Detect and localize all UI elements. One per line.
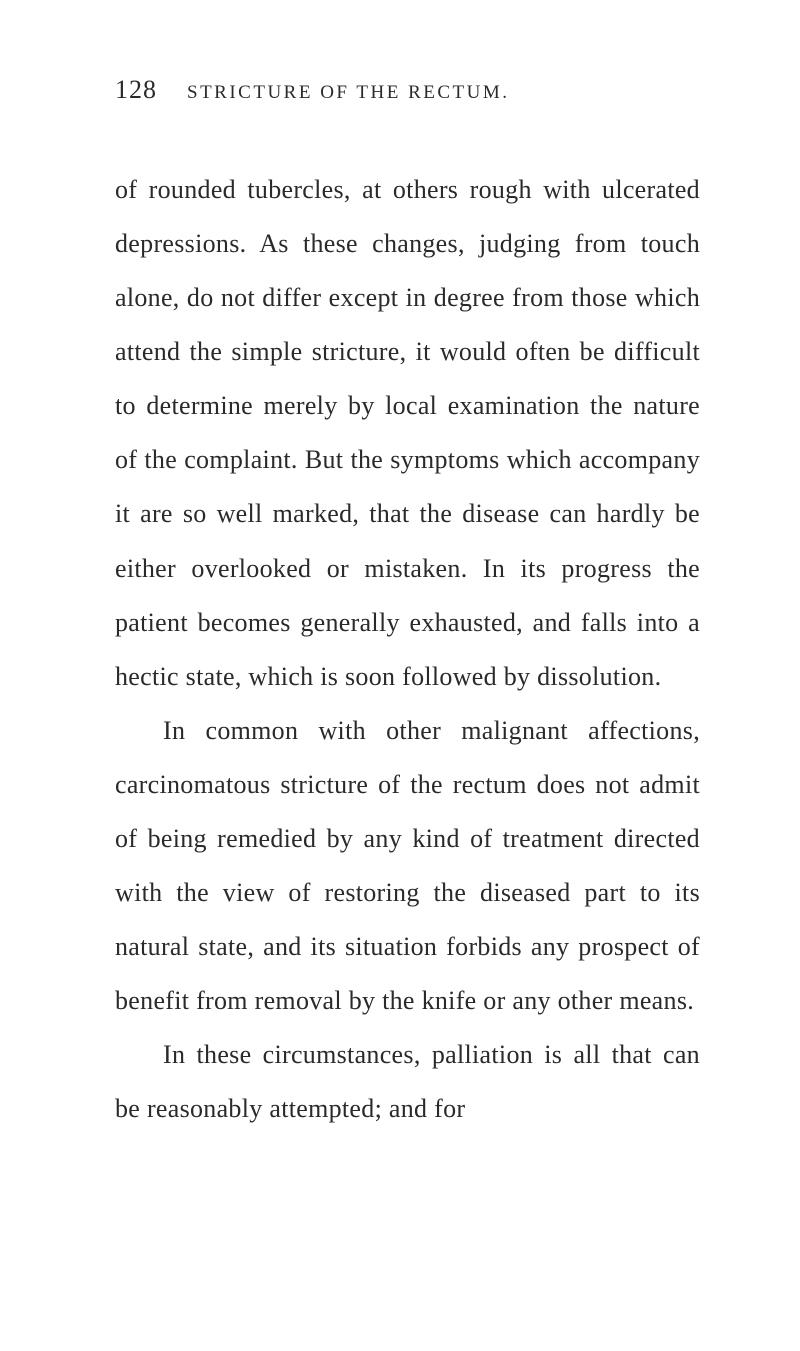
paragraph: of rounded tubercles, at others rough wi…: [115, 163, 700, 704]
running-title: STRICTURE OF THE RECTUM.: [187, 82, 510, 104]
page-header: 128 STRICTURE OF THE RECTUM.: [115, 75, 700, 105]
body-text: of rounded tubercles, at others rough wi…: [115, 163, 700, 1136]
page-number: 128: [115, 75, 157, 105]
paragraph: In common with other malignant affec­tio…: [115, 704, 700, 1028]
paragraph: In these circumstances, palliation is al…: [115, 1028, 700, 1136]
